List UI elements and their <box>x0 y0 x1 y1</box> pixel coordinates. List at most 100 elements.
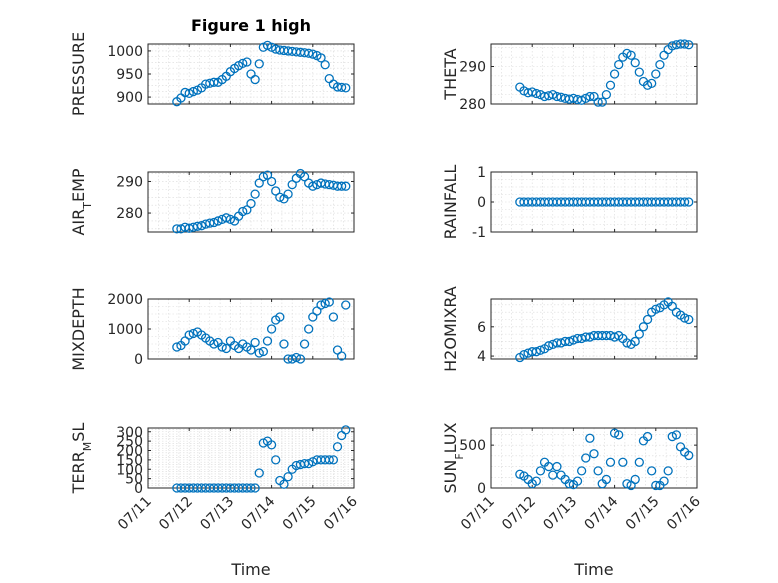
data-point <box>283 189 293 199</box>
data-point <box>684 314 694 325</box>
y-tick-label: 1000 <box>107 44 143 60</box>
data-point <box>515 469 525 479</box>
x-tick-label: 07/11 <box>115 494 155 534</box>
y-tick-label: 2000 <box>107 292 143 308</box>
data-point <box>238 206 248 217</box>
data-point <box>250 337 260 348</box>
y-tick-label: 290 <box>116 174 143 190</box>
y-axis-label: PRESSURE <box>69 32 88 116</box>
y-axis-label: AIRTEMP <box>69 168 94 235</box>
data-point <box>324 73 334 84</box>
data-point <box>242 57 252 67</box>
data-point <box>341 181 351 191</box>
data-point <box>209 217 219 228</box>
subplot-air-temp: 280 290 AIRTEMP <box>69 168 355 236</box>
data-point <box>196 221 207 231</box>
data-point <box>659 476 669 486</box>
data-point <box>246 345 256 355</box>
data-point <box>651 480 661 491</box>
data-point <box>651 69 661 79</box>
figure-title: Figure 1 high <box>191 16 311 35</box>
data-point <box>336 82 347 93</box>
data-point <box>275 192 285 202</box>
data-point <box>684 197 694 207</box>
x-tick-label: 07/12 <box>156 494 196 534</box>
data-point <box>209 339 219 349</box>
data-point <box>217 342 227 352</box>
data-point <box>552 461 562 472</box>
data-point <box>642 314 653 325</box>
y-axis-label-part: PRESSURE <box>69 32 88 116</box>
axes-box <box>147 427 355 489</box>
data-point <box>519 349 529 360</box>
data-point <box>250 74 260 85</box>
data-point <box>535 466 546 476</box>
y-tick-label: 300 <box>116 425 143 441</box>
x-tick-label: 07/11 <box>458 494 498 534</box>
data-point <box>564 479 574 489</box>
data-point <box>320 60 330 70</box>
y-tick-label: 0 <box>134 352 143 368</box>
y-axis-label-part: RAINFALL <box>441 165 460 240</box>
data-point <box>531 476 541 486</box>
data-point <box>316 300 326 310</box>
data-point <box>262 170 273 180</box>
data-point <box>572 476 583 486</box>
data-point <box>324 455 334 465</box>
x-tick-label: 07/13 <box>197 494 237 534</box>
y-axis-label-part: THETA <box>441 48 460 100</box>
y-axis-label-part: AIR <box>69 209 88 236</box>
data-point <box>221 343 231 354</box>
y-axis-label-part: H2OMIXRA <box>441 286 460 372</box>
y-axis-label-part: F <box>453 453 466 459</box>
data-point <box>659 50 669 60</box>
data-point <box>238 58 248 69</box>
y-tick-label: 1 <box>477 165 486 181</box>
data-point <box>647 466 657 476</box>
data-point <box>291 352 301 363</box>
y-axis-label-part: SUN <box>441 460 460 494</box>
subplot-mixdepth: 0 1000 2000 MIXDEPTH <box>69 287 355 371</box>
y-tick-label: 1000 <box>107 322 143 338</box>
data-point <box>271 186 281 196</box>
y-axis-label-part: LUX <box>441 422 460 453</box>
axes-box <box>490 298 698 360</box>
data-point <box>250 483 260 493</box>
data-point <box>667 431 677 442</box>
subplot-sun-flux: 0 500 07/11 07/12 07/13 07/14 07/15 07/16 Time SU… <box>441 422 704 579</box>
subplot-pressure: 900 950 1000 PRESSURE <box>69 32 355 116</box>
data-point <box>308 181 318 191</box>
data-point <box>581 453 591 463</box>
data-point <box>266 440 277 450</box>
data-point <box>684 450 694 461</box>
data-point <box>544 341 554 351</box>
data-point <box>341 425 351 435</box>
y-axis-label: THETA <box>441 48 460 100</box>
data-point <box>614 430 624 440</box>
axes-box <box>490 427 698 489</box>
y-axis-label-part: M <box>81 442 94 452</box>
data-point <box>605 457 616 467</box>
data-point <box>283 472 293 482</box>
data-point <box>266 324 277 334</box>
data-point <box>564 336 574 347</box>
data-point <box>597 97 607 107</box>
y-tick-label: 950 <box>116 67 143 83</box>
y-axis-label-part: EMP <box>69 168 88 202</box>
data-point <box>336 181 347 191</box>
y-tick-label: 0 <box>477 481 486 497</box>
data-point <box>287 179 297 190</box>
y-tick-label: 0 <box>477 195 486 211</box>
data-point <box>593 97 603 107</box>
x-tick-label: 07/13 <box>540 494 580 534</box>
data-point <box>630 336 640 347</box>
data-point <box>324 297 334 307</box>
data-point <box>679 39 690 49</box>
data-point <box>275 312 285 322</box>
data-point <box>258 346 269 357</box>
data-point <box>295 354 306 364</box>
data-point <box>213 216 223 226</box>
y-axis-label-part: T <box>81 202 94 210</box>
